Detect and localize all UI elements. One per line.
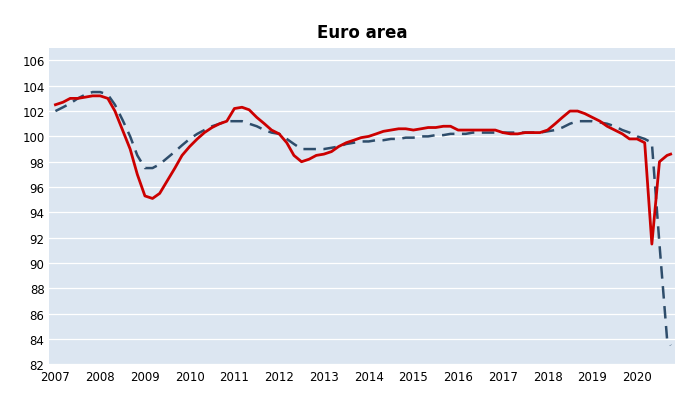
Title: Euro area: Euro area <box>317 23 407 41</box>
